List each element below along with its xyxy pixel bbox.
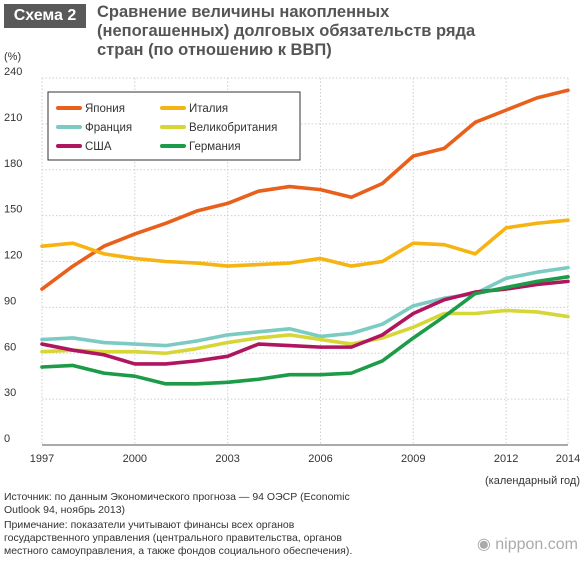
- source-note: Источник: по данным Экономического прогн…: [4, 491, 350, 517]
- y-tick-label: 210: [4, 112, 22, 124]
- title-line-3: стран (по отношению к ВВП): [97, 41, 332, 59]
- x-axis-label: (календарный год): [485, 475, 580, 487]
- legend-label: Великобритания: [189, 122, 277, 134]
- axes: (%) (календарный год) 0 30 60 90 120 150 180 21…: [4, 51, 580, 487]
- series-line: [40, 218, 570, 268]
- remark-line-2: государственного управления (центральног…: [4, 532, 342, 544]
- series-line: [40, 308, 570, 356]
- legend: Япония Италия Франция Великобритания США Герм…: [47, 91, 301, 161]
- nippon-logo: ◉ nippon.com: [477, 534, 578, 554]
- title-line-2: (непогашенных) долговых обязательств ряд…: [97, 22, 476, 40]
- y-tick-label: 0: [4, 433, 10, 445]
- logo-text: nippon.com: [495, 536, 578, 553]
- remark-note: Примечание: показатели учитывают финансы…: [4, 519, 352, 558]
- x-tick-label: 2012: [494, 453, 518, 465]
- scheme-badge: Схема 2: [4, 4, 86, 28]
- y-tick-label: 90: [4, 295, 16, 307]
- source-line-1: Источник: по данным Экономического прогн…: [4, 491, 350, 503]
- y-tick-label: 120: [4, 250, 22, 262]
- remark-line-3: местного самоуправления, а также фондов …: [4, 545, 353, 557]
- series-line: [40, 265, 570, 348]
- x-tick-label: 2003: [215, 453, 239, 465]
- series-lines: [40, 88, 570, 386]
- x-tick-label: 1997: [30, 453, 54, 465]
- line-chart: (%) (календарный год) 0 30 60 90 120 150 180 21…: [4, 51, 580, 487]
- legend-label: Япония: [85, 103, 125, 115]
- x-tick-label: 2009: [401, 453, 425, 465]
- x-tick-label: 2006: [308, 453, 332, 465]
- legend-label: США: [85, 141, 112, 153]
- y-tick-label: 60: [4, 341, 16, 353]
- y-tick-label: 30: [4, 387, 16, 399]
- x-tick-label: 2000: [123, 453, 147, 465]
- logo-mark-icon: ◉: [476, 536, 496, 553]
- legend-label: Франция: [85, 122, 132, 134]
- y-tick-label: 180: [4, 158, 22, 170]
- legend-label: Германия: [189, 141, 241, 153]
- remark-line-1: Примечание: показатели учитывают финансы…: [4, 519, 295, 531]
- legend-label: Италия: [189, 103, 228, 115]
- grid: [41, 77, 569, 445]
- source-line-2: Outlook 94, ноябрь 2013): [4, 504, 126, 516]
- y-tick-label: 240: [4, 66, 22, 78]
- y-tick-label: 150: [4, 204, 22, 216]
- x-tick-label: 2014: [556, 453, 580, 465]
- y-axis-unit: (%): [4, 51, 21, 63]
- chart-title: Сравнение величины накопленных (непогаше…: [97, 3, 567, 60]
- title-line-1: Сравнение величины накопленных: [97, 3, 390, 21]
- series-line: [40, 88, 570, 291]
- series-line: [40, 274, 570, 386]
